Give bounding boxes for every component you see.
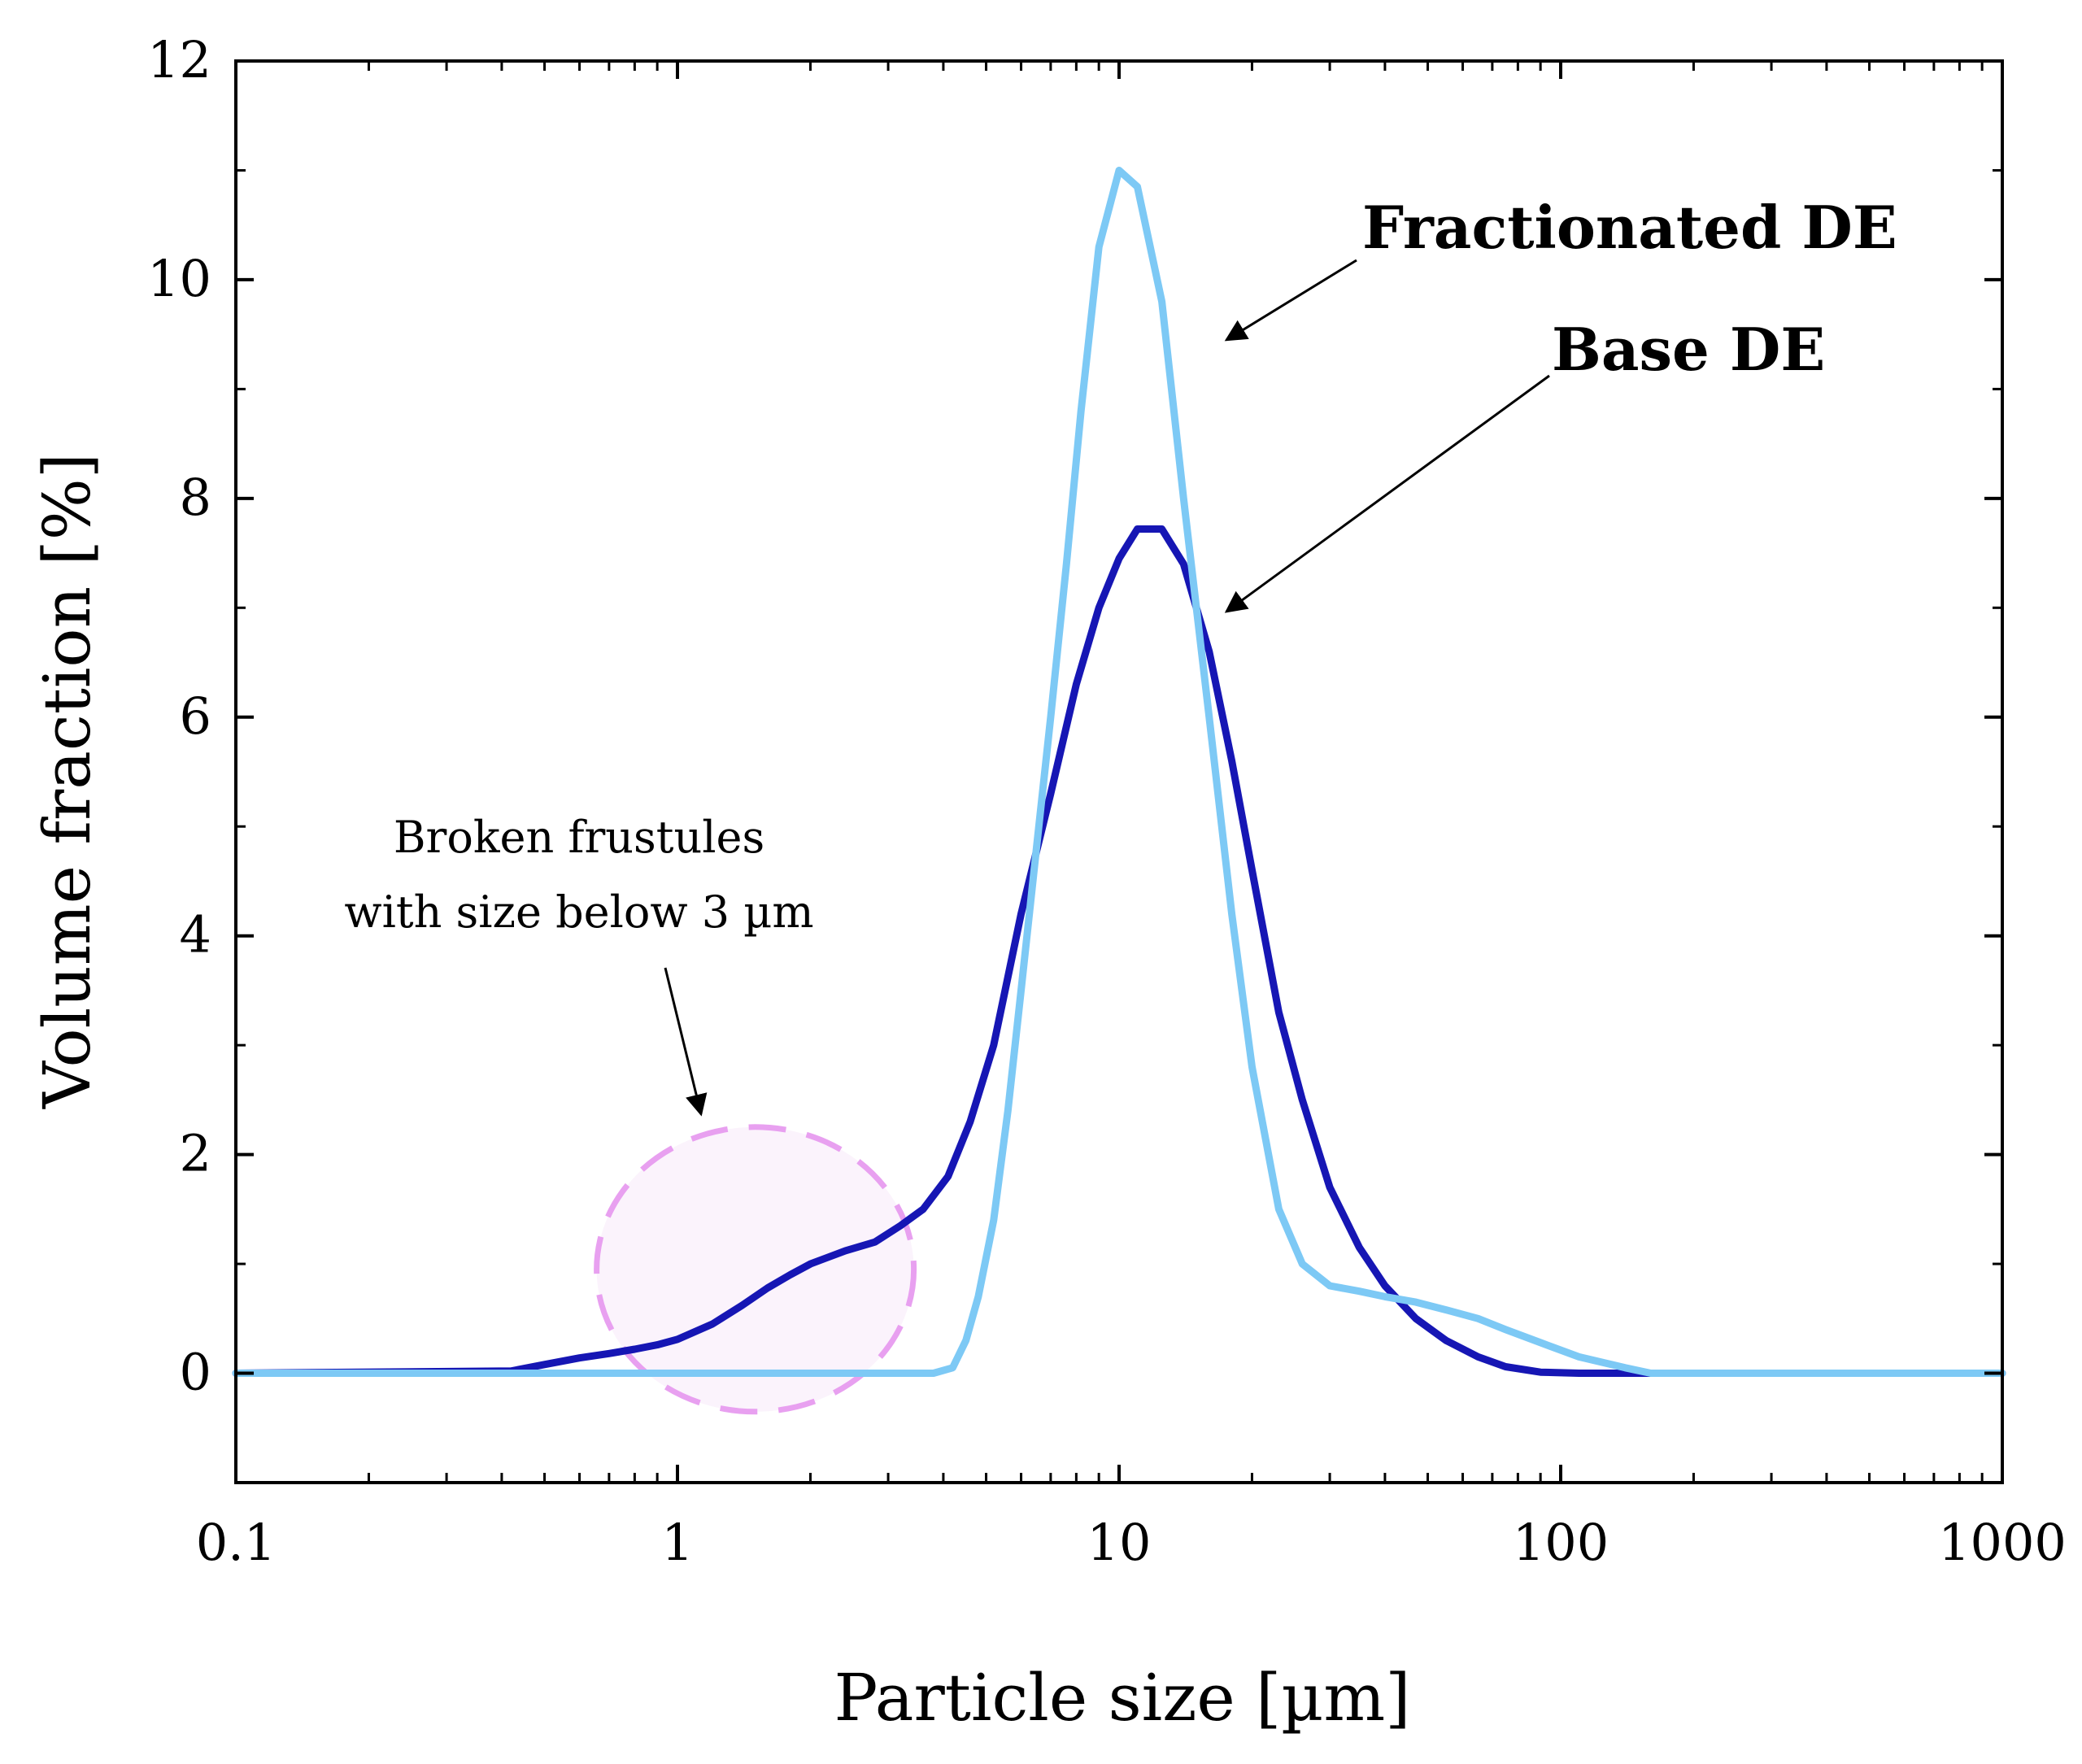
y-tick-label: 10 (147, 249, 211, 308)
annotation-layer (594, 1124, 917, 1415)
fractionated-de-arrow (1224, 259, 1357, 342)
y-tick-label: 0 (180, 1343, 211, 1402)
x-tick-label: 10 (1087, 1513, 1152, 1572)
broken-frustules-circle (594, 1124, 917, 1415)
y-tick-label: 6 (180, 686, 211, 746)
x-tick-label: 0.1 (196, 1513, 277, 1572)
base-de-arrow (1224, 374, 1550, 613)
x-tick-label: 1000 (1938, 1513, 2067, 1572)
annotation-arrow (664, 967, 708, 1117)
series-line-base-de (232, 525, 2006, 1377)
series-line-fractionated-de (232, 167, 2006, 1377)
base-de-label: Base DE (1552, 315, 1825, 384)
ticks-layer (234, 59, 2004, 1484)
x-axis-title: Particle size [µm] (834, 1660, 1411, 1736)
y-tick-label: 2 (180, 1124, 211, 1183)
x-tick-label: 1 (661, 1513, 693, 1572)
x-tick-label: 100 (1513, 1513, 1609, 1572)
annotation-text-line-2: with size below 3 µm (344, 886, 813, 938)
fractionated-de-label: Fractionated DE (1362, 193, 1897, 262)
y-tick-label: 4 (180, 905, 211, 965)
labels-layer: 0 2 4 6 8 10 12 0.1 1 10 100 1000 (147, 30, 2067, 1572)
y-axis-title: Volume fraction [%] (29, 453, 105, 1109)
annotation-text-line-1: Broken frustules (394, 812, 764, 863)
plot-frame (234, 59, 2004, 1484)
y-tick-label: 8 (180, 468, 211, 527)
series-layer (232, 167, 2006, 1377)
y-tick-label: 12 (147, 30, 211, 89)
